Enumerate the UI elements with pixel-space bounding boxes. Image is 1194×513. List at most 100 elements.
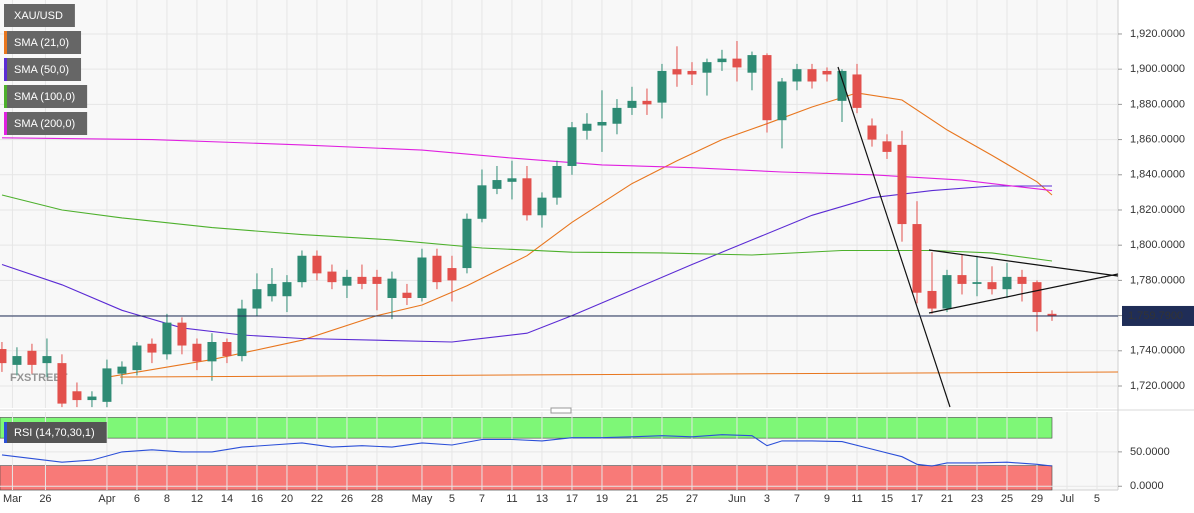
candle-body (1017, 276, 1027, 284)
y-tick-label: 1,740.0000 (1130, 345, 1185, 357)
legend-box[interactable] (4, 422, 107, 443)
x-tick-label: 21 (941, 493, 953, 505)
candle-body (912, 224, 922, 293)
candle-body (942, 275, 952, 309)
x-tick-label: 22 (311, 493, 323, 505)
x-tick-label: 5 (1094, 493, 1100, 505)
y-tick-label: 1,860.0000 (1130, 133, 1185, 145)
candle-body (672, 69, 682, 75)
legend-label: SMA (200,0) (14, 118, 75, 130)
legend-label: SMA (50,0) (14, 64, 69, 76)
x-tick-label: Mar (3, 493, 22, 505)
candle-body (567, 127, 577, 166)
candle-body (132, 345, 142, 371)
candle-body (1047, 313, 1057, 316)
x-tick-label: Apr (98, 493, 115, 505)
candle-body (342, 276, 352, 286)
legend-box[interactable] (4, 4, 75, 27)
x-tick-label: 27 (686, 493, 698, 505)
x-tick-label: 6 (134, 493, 140, 505)
candle-body (702, 62, 712, 73)
x-tick-label: 25 (656, 493, 668, 505)
legend-box[interactable] (4, 112, 88, 135)
candle-body (582, 123, 592, 131)
last-price-box (1122, 305, 1194, 326)
x-tick-label: 15 (881, 493, 893, 505)
y-tick-label: 1,840.0000 (1130, 169, 1185, 181)
candle-body (237, 308, 247, 357)
legend-label: SMA (21,0) (14, 37, 69, 49)
x-tick-label: 21 (626, 493, 638, 505)
x-tick-label: 11 (851, 493, 862, 505)
candle-body (1032, 282, 1042, 313)
candle-body (507, 178, 517, 182)
candle-body (192, 343, 202, 362)
x-tick-label: 29 (1031, 493, 1043, 505)
candle-body (762, 55, 772, 121)
y-tick-label: 50.0000 (1130, 446, 1170, 458)
candle-body (207, 341, 217, 362)
candle-body (657, 70, 667, 103)
candle-body (732, 58, 742, 68)
triangle-upper (928, 249, 1119, 277)
legend-box[interactable] (4, 85, 88, 108)
y-tick-label: 1,920.0000 (1130, 28, 1185, 40)
rsi-band (0, 417, 1053, 439)
x-tick-label: 28 (371, 493, 383, 505)
y-tick-label: 1,880.0000 (1130, 98, 1185, 110)
candle-body (417, 257, 427, 298)
legend-label: XAU/USD (14, 10, 63, 22)
candle-body (222, 341, 232, 357)
candle-body (0, 349, 7, 364)
candle-body (27, 350, 37, 365)
legend-swatch (4, 58, 7, 81)
candle-body (42, 356, 52, 364)
candle-body (852, 74, 862, 108)
candle-body (102, 368, 112, 402)
x-tick-label: 8 (164, 493, 170, 505)
support-line (119, 371, 1119, 378)
candle-body (897, 144, 907, 225)
x-tick-label: 11 (506, 493, 517, 505)
x-tick-label: 9 (824, 493, 830, 505)
candle-body (687, 70, 697, 75)
trend-line (837, 66, 951, 408)
candle-body (867, 125, 877, 140)
legend-box[interactable] (4, 31, 82, 54)
y-tick-label: 1,900.0000 (1130, 63, 1185, 75)
legend-swatch (4, 85, 7, 108)
legend: XAU/USD SMA (21,0) SMA (50,0) SMA (100,0) SM… (4, 4, 88, 135)
candle-body (297, 255, 307, 283)
candle-body (642, 100, 652, 105)
candle-body (777, 81, 787, 121)
x-tick-label: 14 (221, 493, 233, 505)
candle-body (162, 322, 172, 355)
x-tick-label: 17 (566, 493, 578, 505)
candle-body (312, 255, 322, 274)
x-tick-label: 3 (764, 493, 770, 505)
y-tick-label: 0.0000 (1130, 480, 1164, 492)
candle-body (117, 366, 127, 374)
candle-body (807, 69, 817, 82)
y-tick-label: 1,780.0000 (1130, 274, 1185, 286)
legend: RSI (14,70,30,1) (4, 422, 107, 443)
triangle-lower (928, 273, 1119, 314)
x-tick-label: Jul (1060, 493, 1074, 505)
candle-body (522, 178, 532, 216)
divider-handle[interactable] (550, 407, 572, 414)
x-tick-label: Jun (728, 493, 746, 505)
legend-box[interactable] (4, 58, 82, 81)
candle-body (552, 165, 562, 198)
candle-body (882, 141, 892, 152)
candle-body (87, 396, 97, 401)
x-tick-label: 7 (479, 493, 485, 505)
candle-body (252, 289, 262, 309)
candle-body (147, 343, 157, 353)
candle-body (792, 69, 802, 82)
legend-swatch (4, 112, 7, 135)
y-tick-label: 1,820.0000 (1130, 204, 1185, 216)
last-price-label: 1,759.7900 (1128, 310, 1183, 322)
candle-body (402, 292, 412, 298)
candle-body (267, 283, 277, 297)
